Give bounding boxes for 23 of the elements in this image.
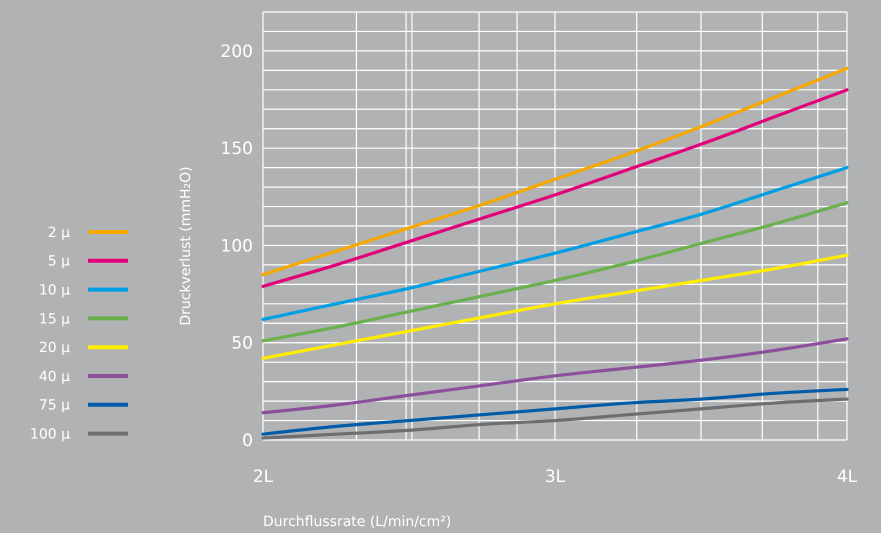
- line-series: [261, 166, 849, 321]
- y-tick-label: 50: [231, 334, 253, 354]
- y-axis-title: Druckverlust (mmH₂O): [178, 166, 194, 326]
- legend-label: 15 µ: [38, 311, 70, 328]
- x-tick-label: 4L: [836, 467, 858, 487]
- legend-label: 100 µ: [30, 426, 70, 442]
- legend-label: 10 µ: [38, 282, 70, 298]
- legend-label: 5 µ: [48, 254, 70, 270]
- y-tick-label: 150: [220, 139, 253, 160]
- legend-label: 75 µ: [38, 398, 70, 414]
- line-series: [261, 201, 849, 342]
- legend-label: 20 µ: [38, 340, 70, 356]
- line-series: [261, 337, 849, 414]
- line-series: [261, 388, 849, 436]
- legend-label: 2 µ: [48, 224, 70, 241]
- y-tick-label: 200: [220, 42, 253, 62]
- x-tick-label: 3L: [544, 467, 566, 487]
- x-tick-label: 2L: [252, 467, 274, 487]
- y-tick-label: 0: [242, 430, 253, 451]
- line-series: [261, 254, 849, 360]
- x-axis-title: Durchflussrate (L/min/cm²): [263, 514, 452, 530]
- legend-label: 40 µ: [38, 368, 70, 385]
- y-tick-label: 100: [220, 236, 253, 256]
